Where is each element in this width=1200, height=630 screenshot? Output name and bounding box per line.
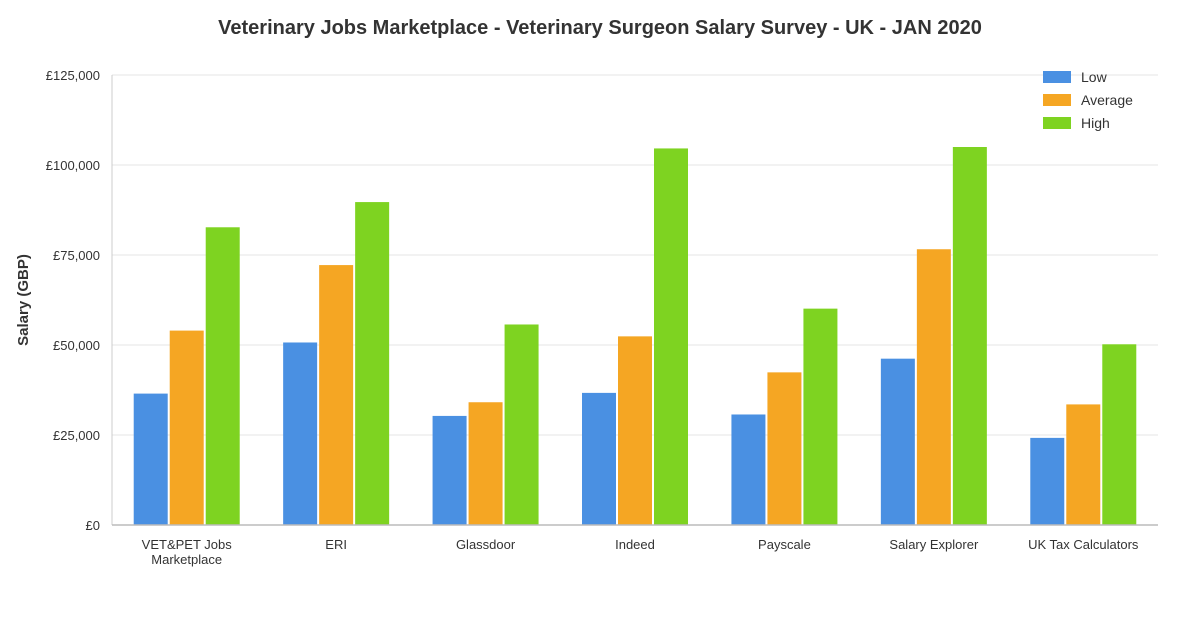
x-tick-label-line: Marketplace xyxy=(151,552,222,567)
legend-label-low: Low xyxy=(1081,69,1108,85)
x-axis-ticks: VET&PET Jobs Marketplace ERI Glassdoor Indee… xyxy=(142,537,1139,567)
bar-high-4 xyxy=(803,308,838,525)
x-tick-label: Indeed xyxy=(615,537,655,552)
y-tick-label: £50,000 xyxy=(53,338,100,353)
y-tick-label: £125,000 xyxy=(46,68,100,83)
x-tick-label-line: Glassdoor xyxy=(456,537,516,552)
bar-high-2 xyxy=(504,324,539,525)
bar-high-3 xyxy=(654,148,688,525)
bar-average-6 xyxy=(1066,404,1101,525)
legend: Low Average High xyxy=(1043,69,1133,131)
bar-average-4 xyxy=(767,372,802,525)
bar-average-3 xyxy=(618,336,652,525)
bar-low-1 xyxy=(283,342,318,525)
legend-label-high: High xyxy=(1081,115,1110,131)
y-axis-ticks: £0 £25,000 £50,000 £75,000 £100,000 £125,000 xyxy=(46,68,100,533)
bar-average-0 xyxy=(169,330,204,525)
bar-low-0 xyxy=(133,393,168,525)
x-tick-label: UK Tax Calculators xyxy=(1028,537,1139,552)
bar-high-1 xyxy=(355,202,390,525)
bar-low-2 xyxy=(432,415,467,525)
bar-low-5 xyxy=(880,358,915,525)
bar-low-4 xyxy=(731,414,766,525)
bar-average-1 xyxy=(319,265,354,525)
x-tick-label-line: Indeed xyxy=(615,537,655,552)
y-axis-label: Salary (GBP) xyxy=(15,254,32,346)
x-tick-label-line: ERI xyxy=(325,537,347,552)
legend-swatch-average xyxy=(1043,94,1071,106)
x-tick-label: Salary Explorer xyxy=(889,537,979,552)
bar-average-5 xyxy=(916,249,951,526)
x-tick-label: Glassdoor xyxy=(456,537,516,552)
x-tick-label-line: UK Tax Calculators xyxy=(1028,537,1139,552)
y-tick-label: £25,000 xyxy=(53,428,100,443)
y-tick-label: £100,000 xyxy=(46,158,100,173)
y-tick-label: £0 xyxy=(86,518,100,533)
x-tick-label-line: Salary Explorer xyxy=(889,537,979,552)
bar-low-3 xyxy=(582,392,616,525)
bar-average-2 xyxy=(468,402,503,525)
chart-title: Veterinary Jobs Marketplace - Veterinary… xyxy=(218,17,982,39)
bar-high-0 xyxy=(205,227,240,525)
x-tick-label-line: Payscale xyxy=(758,537,811,552)
x-tick-label: VET&PET Jobs Marketplace xyxy=(142,537,233,567)
bar-low-6 xyxy=(1030,437,1065,525)
bar-high-6 xyxy=(1102,344,1137,525)
bars xyxy=(133,147,1137,526)
legend-swatch-low xyxy=(1043,71,1071,83)
y-tick-label: £75,000 xyxy=(53,248,100,263)
legend-swatch-high xyxy=(1043,117,1071,129)
bar-high-5 xyxy=(952,147,987,525)
legend-label-average: Average xyxy=(1081,92,1133,108)
x-tick-label-line: VET&PET Jobs xyxy=(142,537,233,552)
x-tick-label: Payscale xyxy=(758,537,811,552)
x-tick-label: ERI xyxy=(325,537,347,552)
axes xyxy=(111,75,1158,526)
